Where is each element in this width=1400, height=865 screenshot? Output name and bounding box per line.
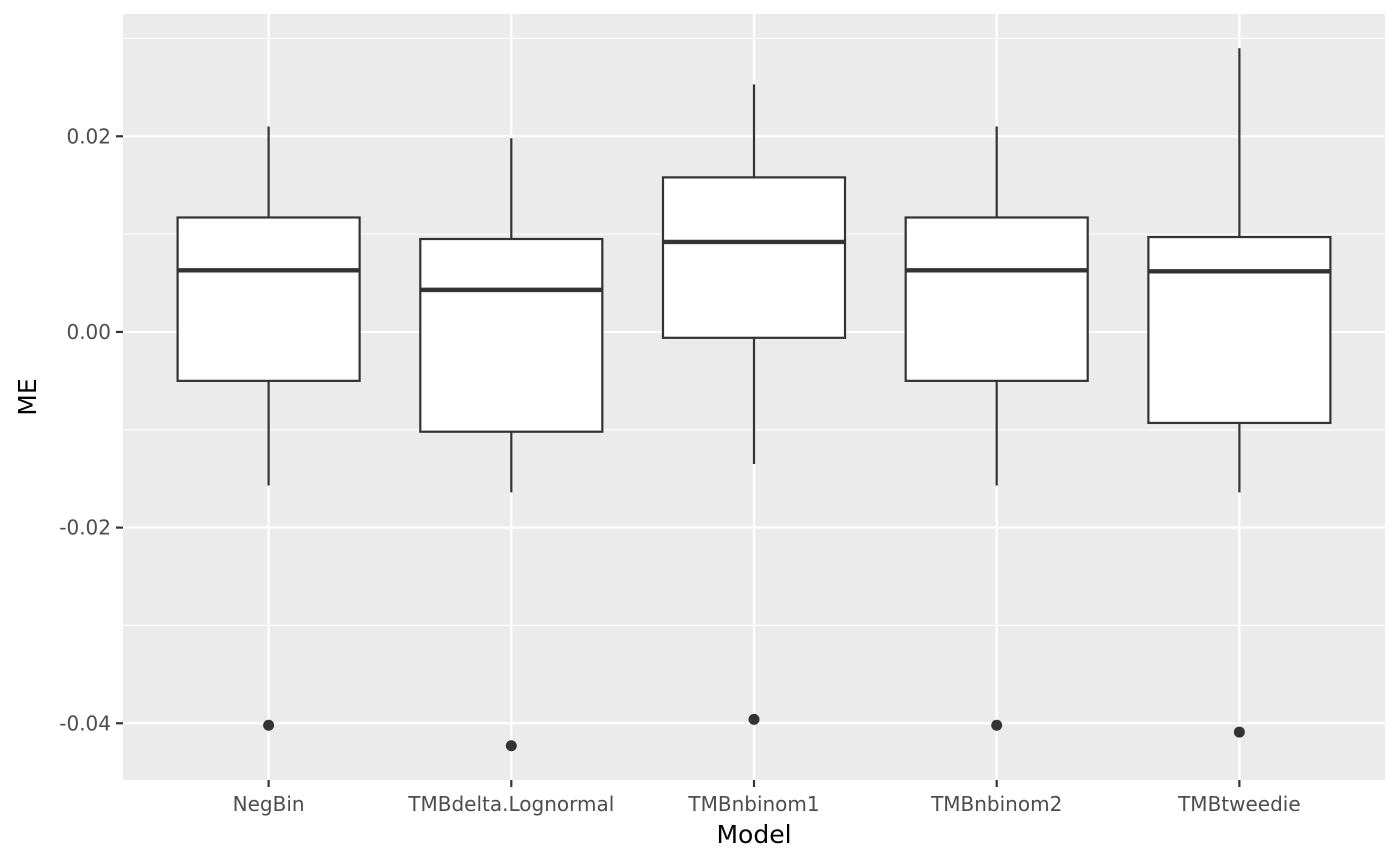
box-iqr [419, 237, 604, 433]
x-tick-label: TMBnbinom1 [687, 792, 819, 816]
box-TMBnbinom1 [661, 84, 847, 725]
y-tick-label: 0.00 [66, 320, 111, 344]
x-tick-label: TMBnbinom2 [930, 792, 1062, 816]
x-axis-ticks: NegBin TMBdelta.Lognormal TMBnbinom1 TMBnbi… [233, 780, 1301, 816]
y-axis-title: ME [13, 378, 42, 415]
outlier-point [263, 719, 275, 731]
box-iqr [904, 216, 1089, 382]
y-tick-label: -0.04 [59, 711, 111, 735]
box-iqr [176, 216, 361, 382]
y-tick-label: -0.02 [59, 516, 111, 540]
outlier-point [505, 740, 517, 752]
y-axis-ticks: -0.04 -0.02 0.00 0.02 [59, 124, 123, 735]
x-tick-label: TMBtweedie [1177, 792, 1301, 816]
outlier-point [748, 713, 760, 725]
outlier-point [991, 719, 1003, 731]
box-iqr [1147, 235, 1332, 425]
box-TMBtweedie [1147, 48, 1332, 738]
x-tick-label: TMBdelta.Lognormal [407, 792, 614, 816]
box-NegBin [176, 126, 361, 731]
x-tick-label: NegBin [233, 792, 305, 816]
boxes-layer [176, 48, 1332, 752]
outlier-point [1233, 726, 1245, 738]
box-TMBdelta.Lognormal [419, 138, 604, 752]
box-iqr [661, 176, 847, 339]
box-TMBnbinom2 [904, 126, 1089, 731]
y-tick-label: 0.02 [66, 124, 111, 148]
x-axis-title: Model [716, 820, 791, 849]
